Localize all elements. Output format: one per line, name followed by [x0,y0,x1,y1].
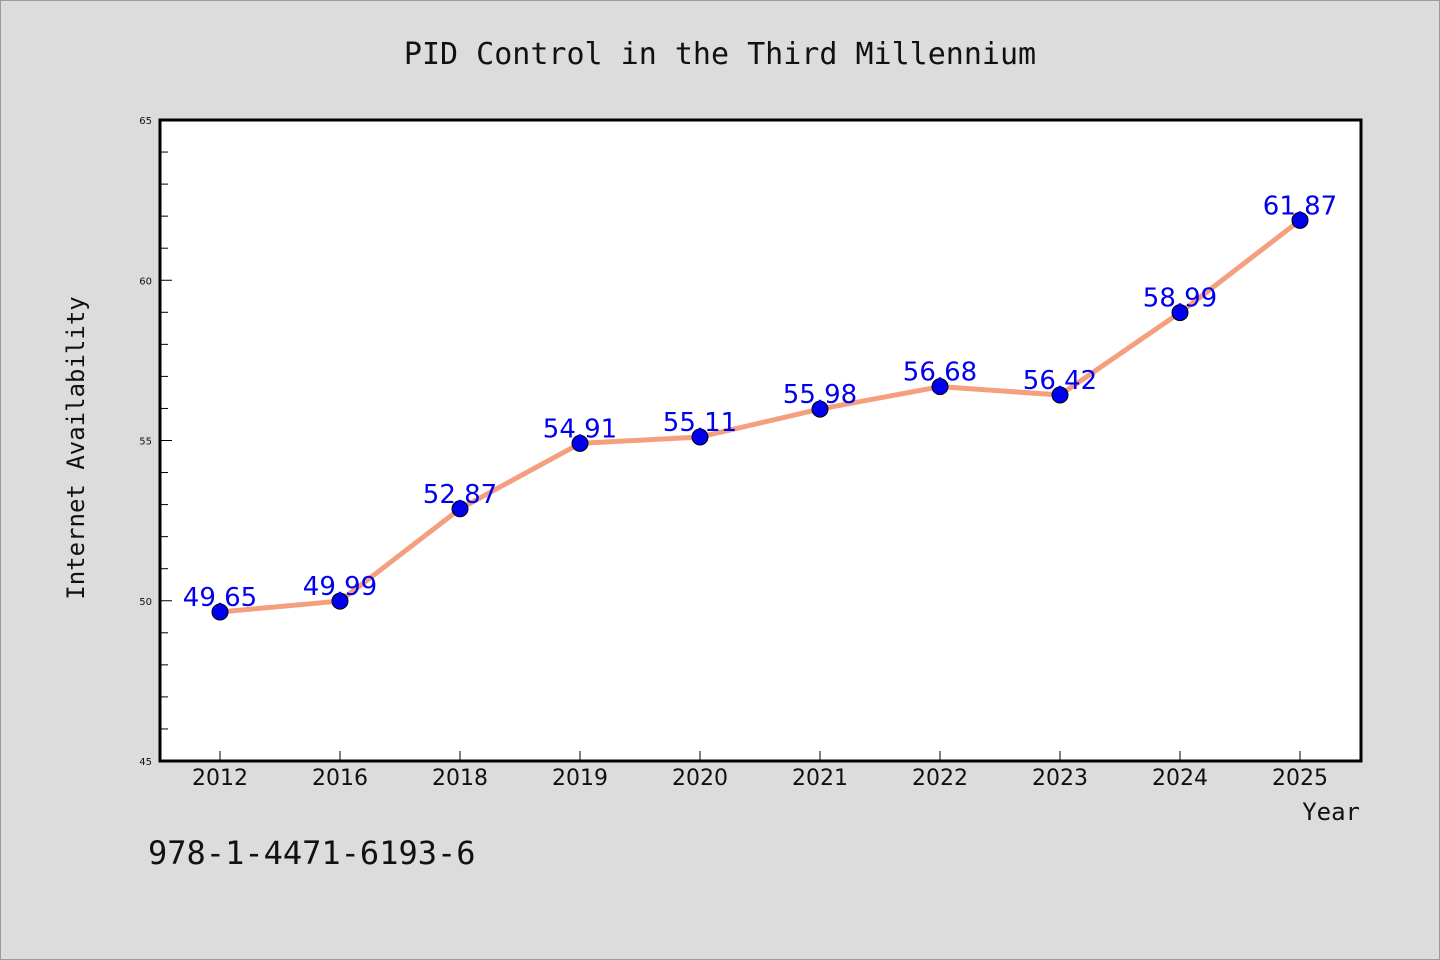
data-label: 52.87 [423,480,497,510]
plot-area [160,120,1361,761]
data-label: 54.91 [543,414,617,444]
data-label: 49.99 [303,572,377,602]
data-point [451,500,469,518]
x-tick-label: 2019 [552,766,608,791]
data-point [811,400,829,418]
x-tick-label: 2021 [792,766,848,791]
x-axis-label: Year [1302,798,1360,826]
data-label: 55.11 [663,408,737,438]
data-markers [211,211,1309,621]
x-tick-label: 2018 [432,766,488,791]
data-label: 61.87 [1263,191,1337,221]
x-tick-label: 2020 [672,766,728,791]
data-label: 49.65 [183,583,257,613]
plot-border [158,118,1363,763]
y-axis-label: Internet Availability [62,296,90,599]
x-tick-label: 2012 [192,766,248,791]
data-label: 56.68 [903,358,977,388]
data-label: 56.42 [1023,366,1097,396]
data-point [211,603,229,621]
series-line [217,217,1303,615]
y-tick-label: 60 [139,276,152,287]
x-tick-label: 2024 [1152,766,1208,791]
data-point [1171,304,1189,322]
y-tick-label: 45 [139,757,152,768]
x-tick-label: 2023 [1032,766,1088,791]
isbn-text: 978-1-4471-6193-6 [148,834,476,872]
x-tick-label: 2025 [1272,766,1328,791]
x-tick-label: 2016 [312,766,368,791]
y-tick-label: 55 [139,437,152,448]
data-point [1291,211,1309,229]
data-point [931,378,949,396]
x-tick-label: 2022 [912,766,968,791]
y-tick-label: 50 [139,597,152,608]
data-label: 55.98 [783,380,857,410]
x-axis-ticks: 2012 2016 2018 2019 2020 2021 2022 2023 2024 2025 [192,751,1328,791]
data-labels: 49.65 49.99 52.87 54.91 55.11 55.98 56.68 56.42… [183,191,1337,613]
data-label: 58.99 [1143,284,1217,314]
chart-title: PID Control in the Third Millennium [404,37,1036,72]
data-point [1051,386,1069,404]
data-point [331,592,349,610]
data-point [571,434,589,452]
data-point [691,428,709,446]
y-tick-label: 65 [139,116,152,127]
